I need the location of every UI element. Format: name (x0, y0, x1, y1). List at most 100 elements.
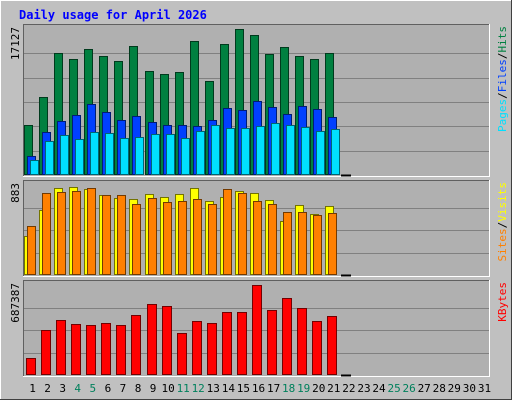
legend-sites: Sites (496, 228, 509, 261)
bar-pages-day-1 (30, 160, 39, 175)
bar-kbytes-day-21 (327, 316, 337, 375)
bar-pages-day-8 (135, 137, 144, 175)
x-tick-day-30: 30 (463, 382, 476, 395)
bar-kbytes-day-8 (131, 315, 141, 375)
bar-sites-day-18 (283, 212, 292, 275)
bar-kbytes-day-7 (116, 325, 126, 375)
bar-kbytes-day-20 (312, 321, 322, 375)
bar-kbytes-day-14 (222, 312, 232, 375)
bar-sites-day-15 (238, 193, 247, 275)
bar-pages-day-4 (75, 139, 84, 175)
bar-pages-day-13 (211, 125, 220, 175)
bar-pages-day-17 (271, 123, 280, 175)
x-tick-day-8: 8 (135, 382, 142, 395)
bar-sites-day-20 (313, 215, 322, 275)
x-tick-day-24: 24 (372, 382, 386, 395)
bar-sites-day-21 (328, 213, 337, 275)
bar-pages-day-21 (331, 129, 340, 175)
x-tick-day-14: 14 (222, 382, 236, 395)
bar-kbytes-day-3 (56, 320, 66, 375)
bar-sites-day-4 (72, 191, 81, 275)
bar-sites-day-5 (87, 188, 96, 275)
y-max-label-usage: 17127 (9, 27, 22, 60)
x-tick-day-20: 20 (312, 382, 325, 395)
x-tick-day-29: 29 (448, 382, 461, 395)
bar-pages-day-10 (166, 134, 175, 175)
x-tick-day-15: 15 (237, 382, 250, 395)
bar-kbytes-day-19 (297, 308, 307, 375)
x-tick-day-27: 27 (418, 382, 431, 395)
bar-kbytes-day-17 (267, 310, 277, 375)
bar-pages-day-5 (90, 132, 99, 175)
bar-sites-day-17 (268, 204, 277, 275)
bar-sites-day-10 (163, 202, 172, 275)
bar-sites-day-7 (117, 195, 126, 275)
x-tick-day-6: 6 (105, 382, 112, 395)
bar-kbytes-day-1 (26, 358, 36, 375)
panel-visitors: 883 Sites/Visits (9, 180, 509, 277)
bar-kbytes-day-18 (282, 298, 292, 375)
bar-pages-day-3 (60, 135, 69, 175)
x-tick-day-1: 1 (29, 382, 36, 395)
x-tick-day-11: 11 (177, 382, 190, 395)
x-tick-day-5: 5 (89, 382, 96, 395)
bar-kbytes-day-2 (41, 330, 51, 375)
x-tick-day-25: 25 (387, 382, 400, 395)
panel-kbytes: 687387 KBytes (9, 280, 509, 377)
legend-separator: / (496, 53, 509, 60)
bar-sites-day-1 (27, 226, 36, 275)
bar-kbytes-day-15 (237, 312, 247, 375)
bar-sites-day-16 (253, 201, 262, 275)
bar-sites-day-6 (102, 195, 111, 275)
x-tick-day-7: 7 (120, 382, 127, 395)
bar-pages-day-20 (316, 131, 325, 175)
bar-kbytes-day-6 (101, 323, 111, 375)
bar-pages-day-12 (196, 131, 205, 175)
y-max-label-visitors: 883 (9, 183, 22, 203)
bar-pages-day-9 (151, 134, 160, 175)
bar-pages-day-7 (120, 138, 129, 175)
x-tick-day-16: 16 (252, 382, 265, 395)
panels: 17127Pages/Files/Hits883Sites/Visits6873… (9, 24, 509, 377)
bar-kbytes-day-13 (207, 323, 217, 375)
x-tick-day-21: 21 (327, 382, 340, 395)
x-tick-labels: 1 2 3 4 5 6 7 8 9 10 11 12 13 14 15 16 17 18 19 20 21 22 23 24 2… (29, 382, 491, 395)
bar-sites-day-12 (193, 199, 202, 275)
legend-hits: Hits (496, 26, 509, 53)
bar-kbytes-day-9 (147, 304, 157, 375)
bar-sites-day-19 (298, 212, 307, 275)
bar-pages-day-18 (286, 125, 295, 175)
x-tick-day-12: 12 (192, 382, 205, 395)
x-tick-day-31: 31 (478, 382, 491, 395)
bar-pages-day-16 (256, 126, 265, 175)
legend-files: Files (496, 59, 509, 92)
legend-kbytes: KBytes (496, 282, 509, 322)
x-tick-day-3: 3 (59, 382, 66, 395)
x-tick-day-10: 10 (161, 382, 174, 395)
x-tick-day-22: 22 (342, 382, 355, 395)
x-tick-day-2: 2 (44, 382, 51, 395)
bar-kbytes-day-16 (252, 285, 262, 375)
bar-sites-day-2 (42, 193, 51, 275)
chart-title: Daily usage for April 2026 (19, 8, 207, 22)
bar-pages-day-15 (241, 128, 250, 175)
bar-pages-day-14 (226, 128, 235, 175)
bar-sites-day-11 (178, 201, 187, 275)
x-tick-day-23: 23 (357, 382, 370, 395)
bar-kbytes-day-10 (162, 306, 172, 375)
bar-sites-day-14 (223, 189, 232, 275)
x-tick-day-13: 13 (207, 382, 220, 395)
bar-sites-day-9 (148, 198, 157, 275)
bar-kbytes-day-12 (192, 321, 202, 375)
legend-visits: Visits (496, 182, 509, 222)
panel-usage: 17127 Pages/Files/Hits (9, 24, 509, 177)
bar-sites-day-8 (132, 204, 141, 275)
bar-sites-day-13 (208, 204, 217, 275)
bar-pages-day-6 (105, 133, 114, 175)
legend-separator: / (496, 92, 509, 99)
bar-kbytes-day-11 (177, 333, 187, 375)
bar-pages-day-2 (45, 141, 54, 175)
legend-visitors: Sites/Visits (496, 182, 509, 262)
legend-usage: Pages/Files/Hits (496, 26, 509, 132)
x-tick-day-9: 9 (150, 382, 157, 395)
